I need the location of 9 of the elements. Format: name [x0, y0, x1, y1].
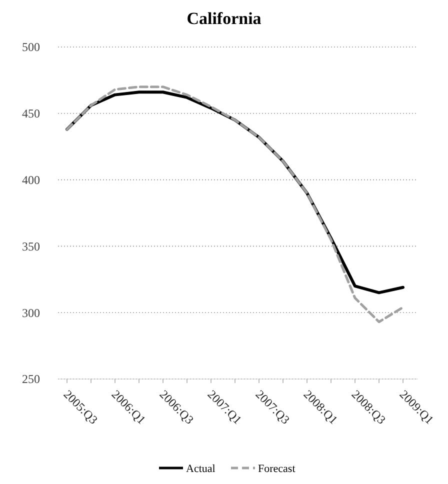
y-tick-label: 350: [22, 239, 40, 254]
y-tick-label: 400: [22, 173, 40, 187]
chart-title: California: [186, 9, 262, 28]
legend-label: Actual: [186, 462, 216, 475]
y-tick-label: 500: [22, 40, 40, 54]
legend-label: Forecast: [258, 462, 296, 475]
y-tick-label: 450: [22, 106, 40, 121]
y-tick-label: 250: [22, 372, 40, 386]
y-tick-label: 300: [22, 306, 40, 320]
